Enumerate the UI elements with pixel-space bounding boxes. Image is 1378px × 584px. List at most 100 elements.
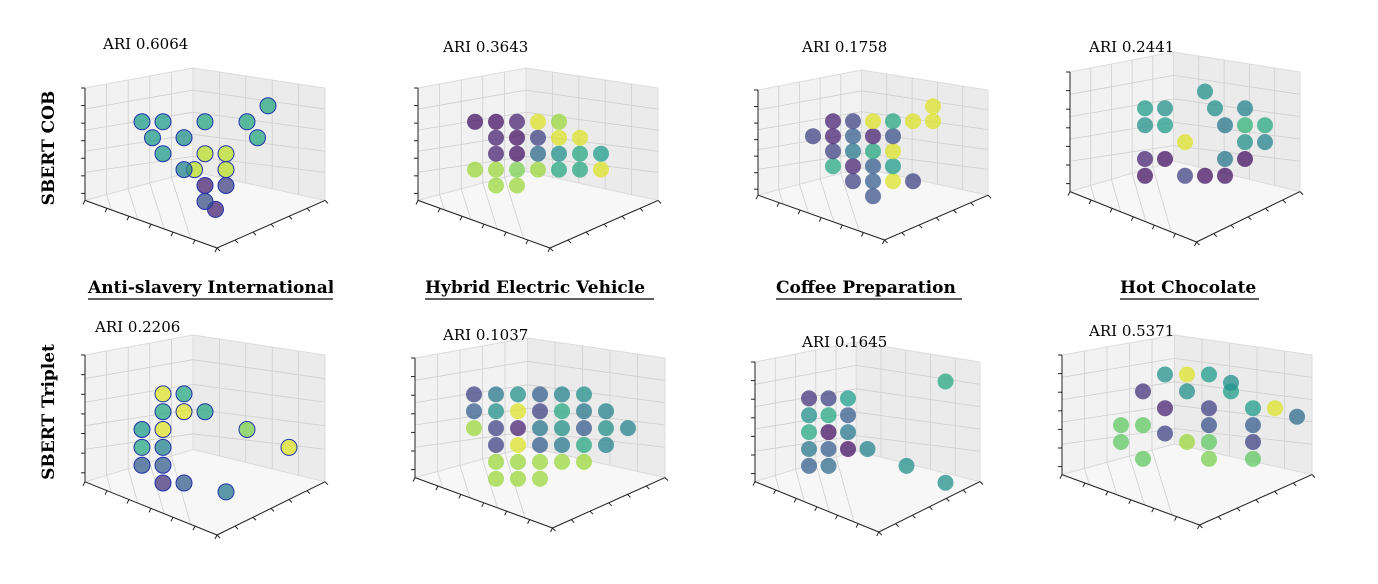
scatter-point <box>175 385 193 403</box>
scatter-point <box>820 390 837 407</box>
scatter-point <box>1197 83 1213 100</box>
ari-label: ARI 0.2441 <box>1088 38 1174 56</box>
scatter-point <box>820 441 837 457</box>
scatter-point <box>1237 100 1253 117</box>
scatter-point <box>1157 151 1173 167</box>
scatter-point <box>840 407 856 424</box>
scatter-point <box>532 453 548 470</box>
scatter-point <box>510 453 526 470</box>
scatter-point <box>1137 151 1153 167</box>
scatter-point <box>466 403 482 420</box>
scatter-point <box>1207 100 1223 117</box>
scatter-point <box>217 177 235 194</box>
scatter-point <box>488 113 504 130</box>
scatter-point <box>1223 374 1239 391</box>
svg-text:Hot Chocolate: Hot Chocolate <box>1120 278 1256 298</box>
scatter-point <box>840 441 856 457</box>
scatter-point <box>840 390 856 407</box>
scatter-point <box>820 407 837 424</box>
scatter3d-panel: ARI 0.5371 <box>1058 322 1316 530</box>
scatter-point <box>1267 400 1283 417</box>
scatter-point <box>865 173 881 190</box>
scatter-point <box>238 113 256 131</box>
scatter3d-panel: ARI 0.2206 <box>81 318 329 540</box>
scatter-point <box>133 421 151 438</box>
scatter-point <box>1245 400 1261 417</box>
scatter-point <box>1289 408 1305 425</box>
scatter-point <box>865 188 881 205</box>
scatter-point <box>1157 400 1173 417</box>
scatter-point <box>1217 167 1233 184</box>
scatter-point <box>845 113 861 130</box>
scatter-point <box>488 129 504 146</box>
scatter-point <box>1177 134 1193 151</box>
scatter-point <box>1201 366 1217 383</box>
scatter-point <box>488 161 504 178</box>
scatter-point <box>801 407 817 424</box>
scatter-point <box>530 161 546 178</box>
scatter-point <box>576 437 592 453</box>
scatter-point <box>467 161 483 178</box>
topic-title: Anti-slavery International <box>87 278 335 300</box>
labels-layer: SBERT COB SBERT Triplet Anti-slavery Inter… <box>39 91 1259 480</box>
svg-text:Coffee Preparation: Coffee Preparation <box>776 278 956 298</box>
scatter-point <box>530 129 546 146</box>
scatter-point <box>865 113 881 130</box>
scatter-point <box>249 129 266 147</box>
topic-title: Hot Chocolate <box>1120 278 1259 300</box>
scatter-point <box>1237 117 1253 134</box>
scatter-point <box>133 456 151 474</box>
scatter-point <box>801 457 817 474</box>
scatter-point <box>1201 400 1217 417</box>
scatter3d-panel: ARI 0.1645 <box>751 333 984 537</box>
scatter3d-panel: ARI 0.3643 <box>414 38 662 253</box>
scatter-point <box>1201 417 1217 434</box>
scatter-point <box>576 453 592 470</box>
scatter-point <box>488 145 504 162</box>
scatter-point <box>1217 151 1233 167</box>
ari-label: ARI 0.1037 <box>442 326 528 344</box>
scatter-point <box>1137 117 1153 134</box>
scatter-point <box>1237 134 1253 151</box>
scatter-point <box>1237 151 1253 167</box>
scatter-point <box>133 438 151 456</box>
scatter-point <box>905 173 921 190</box>
scatter-point <box>576 386 592 403</box>
scatter-point <box>1113 434 1129 450</box>
ari-label: ARI 0.6064 <box>102 35 188 53</box>
scatter-point <box>175 403 193 421</box>
scatter-point <box>1137 100 1153 117</box>
scatter-point <box>196 145 214 163</box>
scatter-point <box>551 145 567 162</box>
scatter-point <box>593 145 609 162</box>
scatter-point <box>1179 434 1195 450</box>
scatter-point <box>532 437 548 453</box>
scatter-point <box>551 161 567 178</box>
scatter-point <box>885 128 901 145</box>
scatter-point <box>937 474 954 491</box>
scatter-point <box>820 457 837 474</box>
scatter-point <box>144 129 161 147</box>
scatter-point <box>509 113 525 130</box>
scatter-point <box>488 470 504 487</box>
scatter-point <box>551 129 567 146</box>
scatter-point <box>1257 117 1273 134</box>
scatter-point <box>1245 450 1261 467</box>
scatter-point <box>154 474 172 492</box>
svg-text:Anti-slavery International: Anti-slavery International <box>87 278 335 298</box>
scatter-point <box>280 438 298 456</box>
scatter-point <box>1157 117 1173 134</box>
scatter-point <box>488 453 504 470</box>
scatter-point <box>845 128 861 145</box>
scatter-point <box>1135 450 1151 467</box>
scatter-point <box>554 420 570 437</box>
scatter-point <box>196 177 214 194</box>
scatter-point <box>593 161 609 178</box>
scatter-point <box>488 386 504 403</box>
scatter-point <box>905 113 921 130</box>
scatter-point <box>885 173 901 190</box>
scatter-point <box>865 143 881 160</box>
scatter-point <box>532 403 548 420</box>
scatter-point <box>1137 167 1153 184</box>
scatter-point <box>154 113 172 131</box>
